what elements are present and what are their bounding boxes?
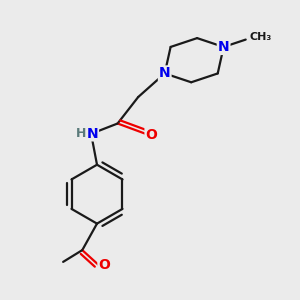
Text: N: N — [159, 66, 170, 80]
Text: O: O — [146, 128, 158, 142]
Text: N: N — [218, 40, 230, 54]
Text: O: O — [98, 258, 110, 272]
Text: N: N — [87, 127, 98, 141]
Text: CH₃: CH₃ — [249, 32, 272, 42]
Text: H: H — [75, 127, 86, 140]
